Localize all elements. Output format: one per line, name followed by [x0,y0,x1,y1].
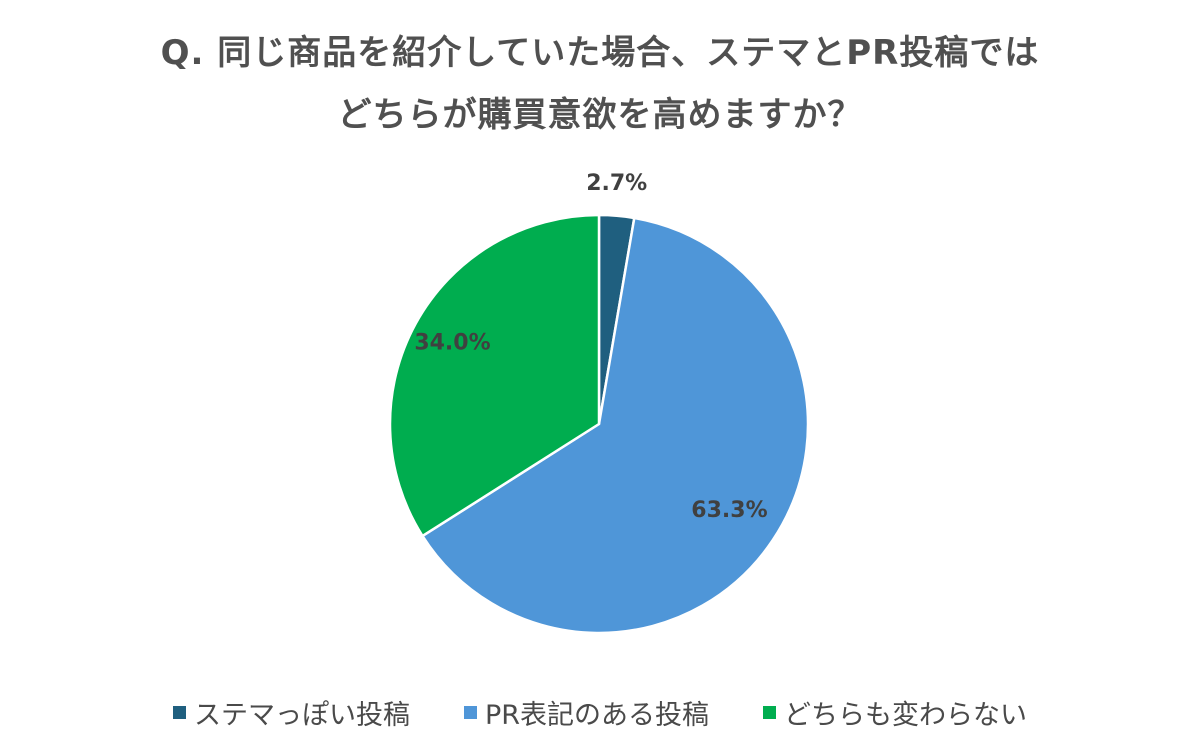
legend-swatch-same [763,705,777,719]
pie-label-stealth: 2.7% [586,171,647,196]
chart-title: Q. 同じ商品を紹介していた場合、ステマとPR投稿では どちらが購買意欲を高めま… [0,22,1200,146]
legend-swatch-stealth [172,705,186,719]
chart-title-line-2: どちらが購買意欲を高めますか？ [337,95,863,135]
legend: ステマっぽい投稿 PR表記のある投稿 どちらも変わらない [0,690,1200,734]
chart-title-line-1: Q. 同じ商品を紹介していた場合、ステマとPR投稿では [160,33,1040,73]
pie-slice-same [388,213,601,538]
pie-label-pr: 63.3% [691,498,767,523]
legend-label-stealth: ステマっぽい投稿 [193,699,410,731]
legend-label-pr: PR表記のある投稿 [484,699,710,731]
pie-label-same: 34.0% [414,330,490,355]
pie-slice-pr [421,216,810,635]
legend-swatch-pr [463,705,477,719]
legend-item-stealth: ステマっぽい投稿 [172,693,410,732]
legend-label-same: どちらも変わらない [784,699,1028,731]
legend-item-same: どちらも変わらない [763,693,1027,732]
legend-item-pr: PR表記のある投稿 [463,693,710,732]
